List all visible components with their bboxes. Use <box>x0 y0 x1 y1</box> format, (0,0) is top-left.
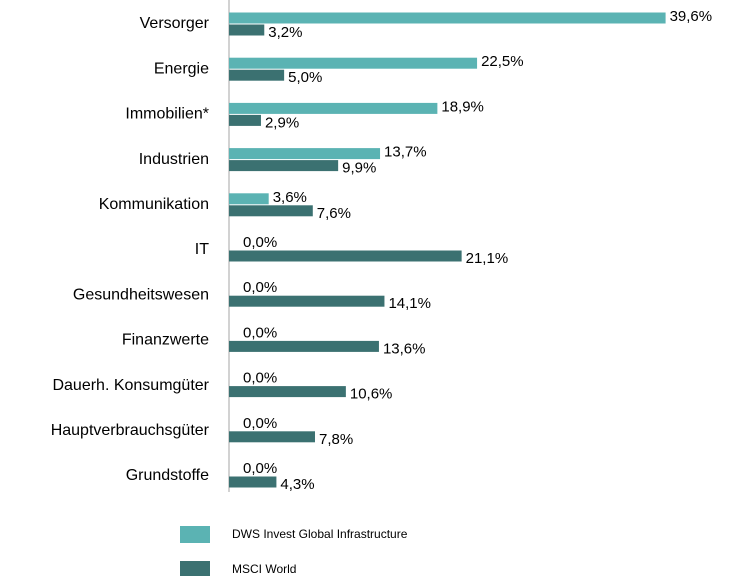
value-label: 13,7% <box>384 144 427 161</box>
value-label: 5,0% <box>288 69 322 86</box>
value-label: 39,6% <box>670 8 713 25</box>
value-label: 0,0% <box>243 279 277 296</box>
value-label: 0,0% <box>243 460 277 477</box>
value-label: 3,2% <box>268 24 302 41</box>
bar <box>229 69 285 81</box>
bar <box>229 431 315 443</box>
value-label: 4,3% <box>280 476 314 493</box>
value-label: 14,1% <box>388 295 431 312</box>
category-label: Dauerh. Konsumgüter <box>52 377 209 394</box>
value-label: 7,8% <box>319 431 353 448</box>
category-label: Gesundheitswesen <box>73 286 209 303</box>
bar <box>229 250 462 262</box>
category-label: Grundstoffe <box>126 467 209 484</box>
legend-label: DWS Invest Global Infrastructure <box>232 527 408 541</box>
category-label: Versorger <box>140 15 210 32</box>
category-label: Hauptverbrauchsgüter <box>51 422 210 439</box>
value-label: 7,6% <box>317 205 351 222</box>
bar <box>229 12 666 24</box>
bar <box>229 205 313 217</box>
value-label: 0,0% <box>243 324 277 341</box>
category-label: IT <box>195 241 209 258</box>
bar <box>229 340 379 352</box>
value-label: 2,9% <box>265 114 299 131</box>
value-label: 0,0% <box>243 370 277 387</box>
bar <box>229 114 261 126</box>
bar <box>229 57 478 69</box>
value-label: 0,0% <box>243 415 277 432</box>
value-label: 21,1% <box>466 250 509 267</box>
bar <box>229 148 381 160</box>
value-label: 3,6% <box>273 189 307 206</box>
bar <box>229 160 339 172</box>
category-label: Kommunikation <box>99 196 209 213</box>
value-label: 0,0% <box>243 234 277 251</box>
value-label: 13,6% <box>383 340 426 357</box>
legend-swatch <box>180 561 210 576</box>
value-label: 22,5% <box>481 53 524 70</box>
category-label: Finanzwerte <box>122 332 209 349</box>
value-label: 18,9% <box>441 98 484 115</box>
bar <box>229 24 265 36</box>
value-label: 9,9% <box>342 160 376 177</box>
bar <box>229 386 346 398</box>
bar <box>229 102 438 114</box>
category-label: Immobilien* <box>125 106 209 123</box>
legend-swatch <box>180 526 210 543</box>
value-label: 10,6% <box>350 386 393 403</box>
category-label: Industrien <box>139 151 209 168</box>
bar <box>229 193 269 205</box>
legend-label: MSCI World <box>232 562 296 576</box>
bar <box>229 476 277 488</box>
category-label: Energie <box>154 60 209 77</box>
bar <box>229 295 385 307</box>
